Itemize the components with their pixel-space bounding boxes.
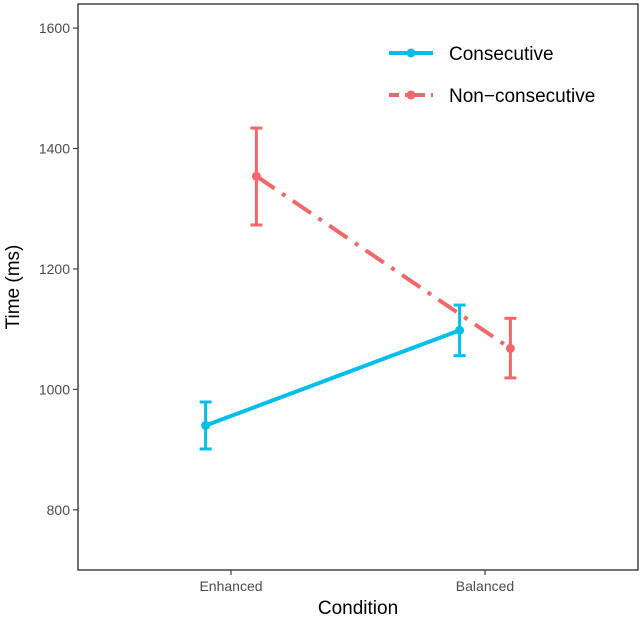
series-0 <box>199 303 466 451</box>
y-tick-label: 1000 <box>39 381 70 397</box>
data-point <box>251 171 261 181</box>
legend-swatch-point <box>406 90 416 100</box>
x-axis-title: Condition <box>318 598 398 617</box>
series-line <box>255 174 512 351</box>
y-tick-label: 1400 <box>39 141 70 157</box>
legend-item-0: Consecutive <box>389 44 554 65</box>
y-tick-label: 800 <box>47 502 71 518</box>
data-point <box>455 325 465 335</box>
data-point <box>201 420 211 430</box>
series-line <box>204 328 461 428</box>
legend-label: Non−consecutive <box>449 86 595 107</box>
y-tick-label: 1200 <box>39 261 70 277</box>
x-tick-label: Enhanced <box>199 578 262 594</box>
legend-swatch-point <box>406 48 416 58</box>
series-1 <box>250 126 517 380</box>
legend-label: Consecutive <box>449 44 554 65</box>
plot-panel-border <box>77 3 639 571</box>
x-axis: Enhanced Balanced <box>199 570 514 594</box>
y-axis-title: Time (ms) <box>3 245 24 330</box>
y-axis: 800 1000 1200 1400 1600 <box>39 20 78 518</box>
y-tick-label: 1600 <box>39 20 70 36</box>
legend-item-1: Non−consecutive <box>389 86 595 107</box>
series-layer <box>199 126 517 451</box>
x-tick-label: Balanced <box>456 578 514 594</box>
legend: Consecutive Non−consecutive <box>389 44 595 107</box>
data-point <box>505 343 515 353</box>
plot-area <box>77 3 639 571</box>
